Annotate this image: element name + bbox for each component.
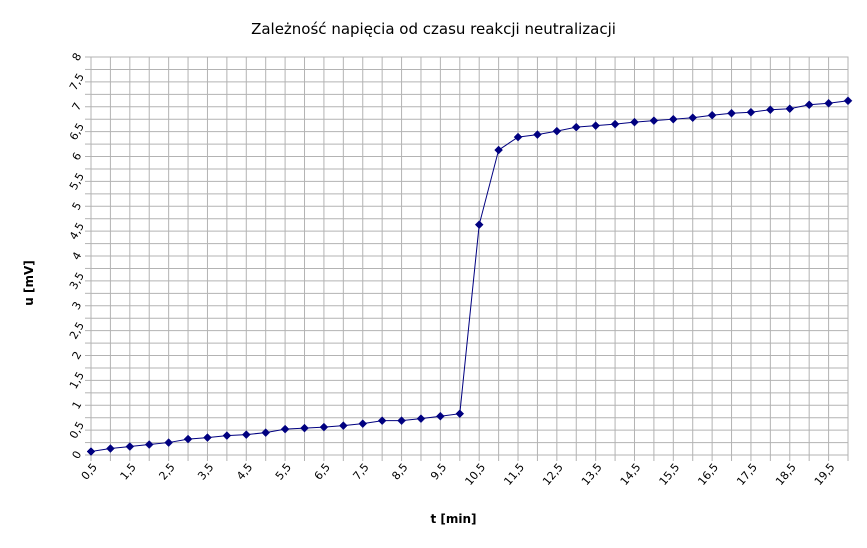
- x-tick-label: 6,5: [312, 461, 333, 483]
- data-point: [494, 145, 503, 155]
- x-axis-label: t [min]: [430, 512, 477, 526]
- x-tick-label: 14,5: [618, 461, 644, 488]
- x-tick-label: 9,5: [428, 461, 449, 483]
- data-point: [241, 430, 251, 439]
- y-tick-label: 3: [70, 299, 85, 312]
- y-tick-label: 5,5: [67, 171, 87, 193]
- data-point: [358, 419, 368, 429]
- y-tick-label: 4: [70, 250, 85, 263]
- data-point: [804, 100, 814, 110]
- data-point: [183, 434, 193, 444]
- x-tick-label: 16,5: [695, 461, 721, 488]
- y-tick-label: 8: [70, 51, 85, 64]
- x-tick-label: 7,5: [351, 461, 372, 483]
- x-tick-label: 3,5: [195, 461, 216, 483]
- grid: [90, 56, 849, 456]
- data-point: [280, 424, 290, 434]
- data-point: [533, 130, 542, 139]
- x-tick-label: 0,5: [79, 461, 100, 483]
- y-tick-label: 0,5: [67, 419, 87, 441]
- y-tick-label: 1: [70, 399, 85, 412]
- y-tick-label: 2,5: [67, 320, 87, 342]
- data-point: [591, 121, 601, 131]
- data-point: [222, 431, 232, 440]
- data-point: [203, 433, 212, 442]
- data-point: [125, 442, 135, 451]
- data-point: [630, 117, 639, 127]
- y-tick-label: 7: [70, 100, 85, 113]
- data-point: [106, 444, 115, 453]
- y-tick-label: 6,5: [67, 121, 87, 143]
- series-line: [90, 100, 849, 453]
- x-tick-label: 8,5: [389, 461, 410, 483]
- data-point: [707, 110, 717, 120]
- x-tick-label: 11,5: [501, 461, 527, 488]
- data-point: [785, 104, 795, 114]
- series-layer: [86, 96, 853, 456]
- data-point: [86, 447, 96, 456]
- x-tick-label: 15,5: [657, 461, 683, 488]
- x-tick-label: 1,5: [118, 461, 139, 483]
- data-point: [552, 126, 562, 136]
- y-tick-label: 2: [70, 349, 85, 362]
- y-tick-label: 1,5: [67, 370, 87, 392]
- x-tick-label: 17,5: [734, 461, 760, 488]
- chart-title: Zależność napięcia od czasu reakcji neut…: [251, 20, 616, 38]
- x-tick-label: 5,5: [273, 461, 294, 483]
- x-tick-label: 10,5: [462, 461, 488, 488]
- data-point: [416, 414, 426, 424]
- data-point: [766, 105, 775, 115]
- y-tick-label: 0: [70, 449, 85, 462]
- axes: [85, 56, 849, 461]
- data-point: [436, 411, 445, 421]
- data-point: [571, 122, 581, 132]
- data-point: [164, 438, 173, 447]
- data-point: [397, 416, 406, 426]
- data-point: [668, 114, 678, 124]
- x-tick-label: 18,5: [773, 461, 799, 488]
- data-point: [688, 113, 698, 123]
- data-point: [649, 116, 659, 126]
- data-point: [727, 108, 736, 118]
- x-tick-label: 19,5: [812, 461, 838, 488]
- x-tick-label: 2,5: [156, 461, 177, 483]
- data-point: [824, 98, 833, 108]
- data-point: [261, 428, 271, 437]
- y-tick-label: 7,5: [67, 71, 87, 93]
- tick-labels: 00,511,522,533,544,555,566,577,580,5 1,5 2…: [67, 51, 838, 488]
- y-tick-label: 3,5: [67, 270, 87, 292]
- x-tick-label: 12,5: [540, 461, 566, 488]
- y-tick-label: 6: [70, 150, 85, 163]
- data-point: [319, 422, 329, 432]
- data-point: [377, 416, 387, 426]
- data-point: [843, 96, 853, 106]
- data-point: [513, 132, 523, 142]
- x-tick-label: 4,5: [234, 461, 255, 483]
- x-tick-label: 13,5: [579, 461, 605, 488]
- data-point: [338, 421, 348, 431]
- y-tick-label: 4,5: [67, 220, 87, 242]
- data-point: [455, 409, 465, 419]
- data-point: [300, 423, 309, 433]
- data-point: [144, 440, 154, 449]
- data-point: [746, 107, 756, 117]
- y-tick-label: 5: [70, 200, 85, 213]
- data-point: [474, 220, 484, 230]
- data-point: [610, 119, 620, 129]
